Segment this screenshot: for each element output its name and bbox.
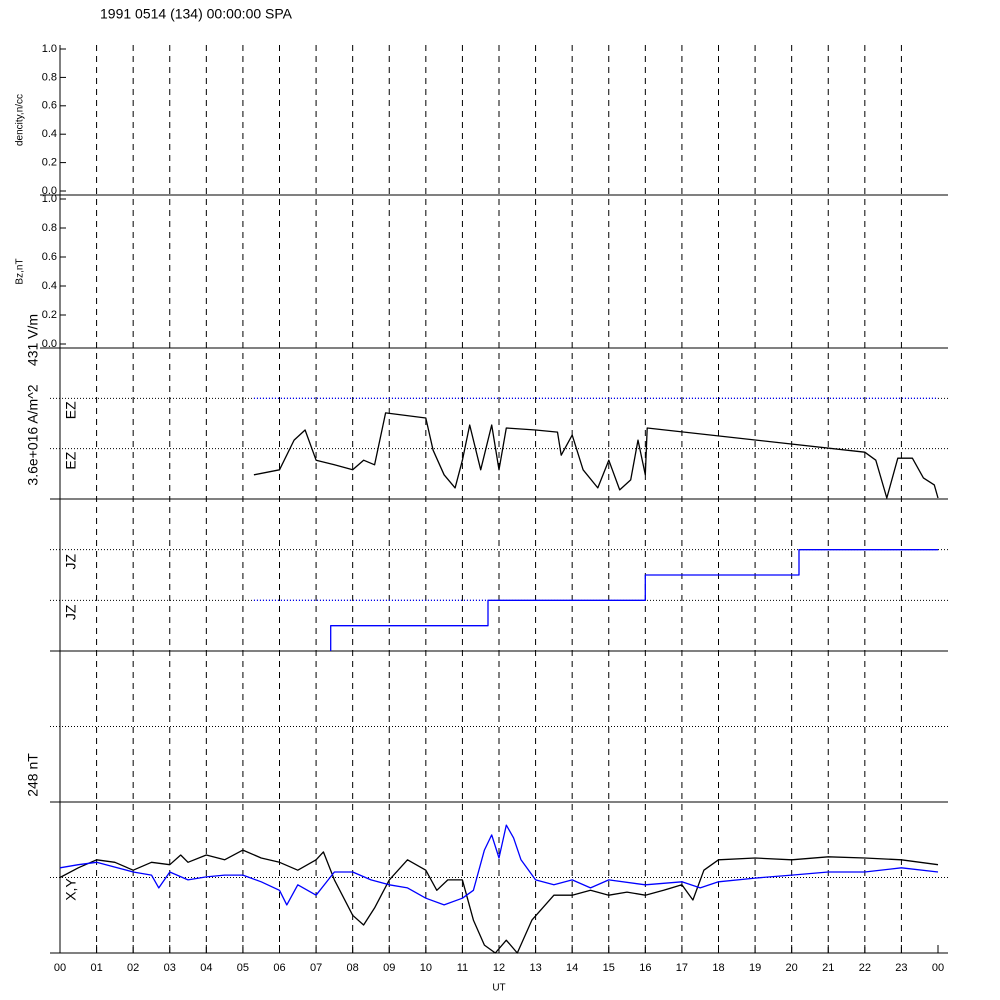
x-tick-label: 12 <box>493 962 505 974</box>
x-tick-label: 11 <box>457 962 468 974</box>
x-tick-label: 15 <box>603 962 615 974</box>
y-tick-label: 0.2 <box>42 309 57 321</box>
data-line <box>59 824 939 906</box>
y-tick-label: 0.0 <box>42 185 57 197</box>
x-tick-label: 23 <box>895 962 907 974</box>
trace-label: JZ <box>63 553 79 569</box>
data-line <box>59 849 939 954</box>
y-tick-label: 0.8 <box>42 222 57 234</box>
x-tick-label: 17 <box>676 962 688 974</box>
y-tick-label: 1.0 <box>42 193 57 205</box>
y-tick-label: 0.8 <box>42 71 57 83</box>
x-tick-label: 18 <box>712 962 724 974</box>
x-tick-label: 06 <box>273 962 285 974</box>
chart-title: 1991 0514 (134) 00:00:00 SPA <box>100 6 293 22</box>
x-tick-label: 00 <box>932 962 944 974</box>
x-tick-label: 16 <box>639 962 651 974</box>
trace-label: EZ <box>63 451 79 469</box>
x-tick-label: 03 <box>164 962 176 974</box>
y-tick-label: 0.4 <box>42 280 57 292</box>
x-tick-label: 13 <box>529 962 541 974</box>
unit-label: 248 nT <box>25 753 41 797</box>
x-axis-label: UT <box>492 983 505 994</box>
x-tick-label: 14 <box>566 962 578 974</box>
y-axis-label: dencity,n/cc <box>15 94 26 146</box>
trace-label: EZ <box>63 401 79 419</box>
x-tick-label: 04 <box>200 962 212 974</box>
y-tick-label: 0.0 <box>42 338 57 350</box>
x-tick-label: 21 <box>822 962 834 974</box>
x-tick-label: 10 <box>420 962 432 974</box>
data-line <box>253 412 939 499</box>
data-line <box>330 549 938 651</box>
y-axis-label: Bz,nT <box>15 258 26 284</box>
y-tick-label: 0.2 <box>42 157 57 169</box>
x-tick-label: 01 <box>90 962 102 974</box>
x-tick-label: 20 <box>786 962 798 974</box>
x-tick-label: 09 <box>383 962 395 974</box>
x-tick-label: 22 <box>859 962 871 974</box>
y-tick-label: 0.4 <box>42 128 57 140</box>
x-tick-label: 08 <box>347 962 359 974</box>
unit-label: 3.6e+016 A/m^2 <box>25 384 41 485</box>
y-tick-label: 0.6 <box>42 251 57 263</box>
unit-label: 431 V/m <box>25 314 41 366</box>
trace-label: JZ <box>63 604 79 620</box>
x-tick-label: 00 <box>54 962 66 974</box>
x-tick-label: 07 <box>310 962 322 974</box>
x-tick-label: 02 <box>127 962 139 974</box>
trace-label: X,Y <box>63 878 79 901</box>
y-tick-label: 1.0 <box>42 43 57 55</box>
x-tick-label: 19 <box>749 962 761 974</box>
y-tick-label: 0.6 <box>42 100 57 112</box>
x-tick-label: 05 <box>237 962 249 974</box>
